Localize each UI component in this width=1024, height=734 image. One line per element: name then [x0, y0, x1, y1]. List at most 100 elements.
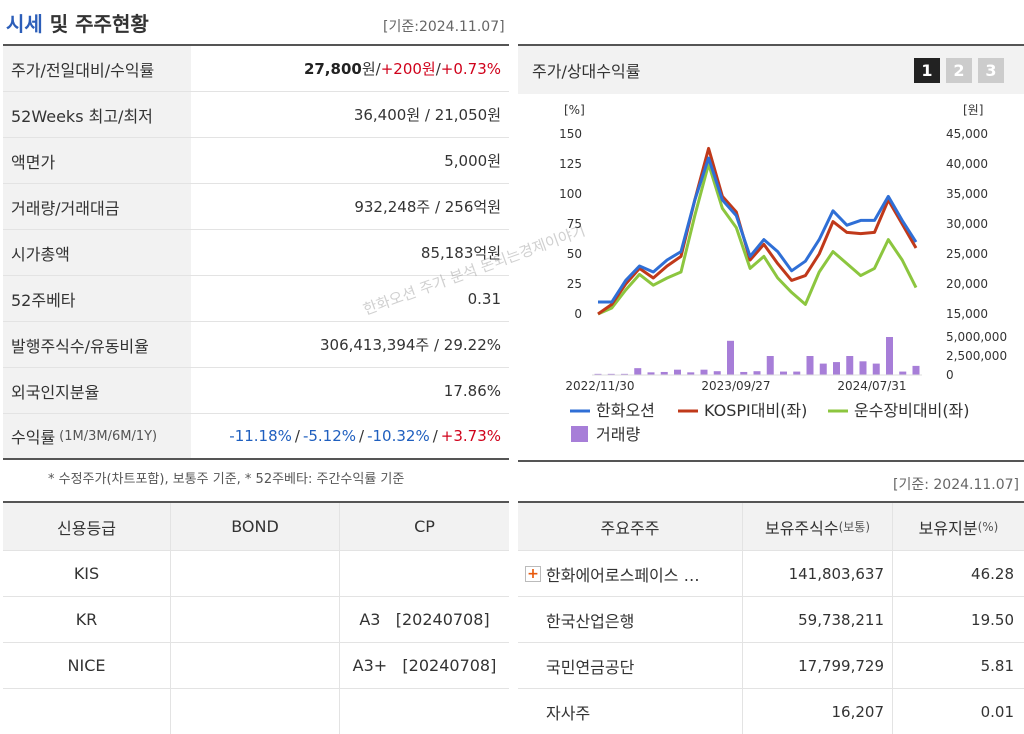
volume-bar	[634, 368, 642, 375]
row-label: 시가총액	[3, 230, 191, 275]
series-line-3	[597, 162, 918, 316]
separator: /	[432, 427, 438, 445]
agency-cell: KIS	[3, 551, 171, 596]
right-tick-label: 45,000	[946, 127, 988, 141]
col-header-pct: 보유지분 (%)	[893, 503, 1024, 550]
holder-name: 한국산업은행	[518, 597, 743, 642]
legend-label: KOSPI대비(좌)	[704, 401, 807, 420]
volume-bar	[740, 371, 748, 375]
chart-header: 주가/상대수익률 1 2 3	[518, 46, 1024, 94]
table-row: 52Weeks 최고/최저 36,400원 / 21,050원	[3, 92, 509, 138]
col-header-pct-sub: (%)	[977, 519, 999, 534]
volume-bar	[660, 371, 668, 375]
legend-label: 한화오션	[596, 401, 655, 420]
x-tick-label: 2023/09/27	[701, 379, 770, 393]
table-row: 수익률 (1M/3M/6M/1Y) -11.18% / -5.12% / -10.32% /…	[3, 414, 509, 460]
holder-cell: + 한화에어로스페이스 …	[518, 551, 743, 596]
pct-cell: 19.50	[971, 610, 1014, 629]
left-tick-label: 100	[559, 187, 582, 201]
x-tick-label: 2022/11/30	[565, 379, 634, 393]
right-tick-label: 35,000	[946, 187, 988, 201]
table-row: 외국인지분율 17.86%	[3, 368, 509, 414]
row-value: 932,248주 / 256억원	[354, 198, 501, 216]
right-tick-label: 15,000	[946, 307, 988, 321]
row-label: 외국인지분율	[3, 368, 191, 413]
table-header-row: 신용등급 BOND CP	[3, 503, 509, 551]
shares-cell: 17,799,729	[743, 643, 893, 688]
chart-tabs: 1 2 3	[914, 58, 1004, 83]
volume-bar	[687, 372, 695, 375]
table-row: 국민연금공단 17,799,729 5.81	[518, 643, 1024, 689]
volume-bar	[819, 363, 827, 375]
volume-bar	[700, 369, 708, 375]
right-tick-label: 20,000	[946, 277, 988, 291]
table-row: 한국산업은행 59,738,211 19.50	[518, 597, 1024, 643]
expand-plus-icon[interactable]: +	[525, 566, 541, 582]
volume-bar	[833, 362, 840, 375]
col-header-pct-label: 보유지분	[918, 518, 978, 538]
col-header-holder: 주요주주	[518, 503, 743, 550]
chart-panel: 주가/상대수익률 1 2 3 [%] [원] 150 125 100 75 50 25 0 45,…	[518, 44, 1024, 462]
separator: /	[375, 59, 381, 78]
col-header-shares-label: 보유주식수	[764, 518, 839, 538]
row-value: 0.31	[467, 289, 501, 308]
price-unit: 원	[361, 60, 376, 78]
series-line-2	[597, 146, 918, 316]
volume-bar	[594, 373, 602, 375]
left-tick-label: 50	[567, 247, 582, 261]
legend-swatch	[571, 426, 588, 442]
row-label: 수익률 (1M/3M/6M/1Y)	[3, 414, 191, 458]
footnote: * 수정주가(차트포함), 보통주 기준, * 52주베타: 주간수익률 기준	[48, 472, 405, 487]
volume-bar	[793, 371, 801, 375]
bond-cell	[171, 551, 340, 596]
volume-bar	[647, 372, 655, 375]
price-chart: [%] [원] 150 125 100 75 50 25 0 45,000 40,000 35,000…	[559, 103, 1007, 444]
row-value: 306,413,394주 / 29.22%	[319, 336, 501, 354]
row-label: 발행주식수/유동비율	[3, 322, 191, 367]
separator: /	[435, 59, 441, 78]
table-header-row: 주요주주 보유주식수 (보통) 보유지분 (%)	[518, 503, 1024, 551]
price-rate: +0.73%	[440, 59, 501, 78]
chart-tab-3[interactable]: 3	[978, 58, 1004, 83]
chart-tab-1[interactable]: 1	[914, 58, 940, 83]
row-value: 5,000원	[444, 152, 501, 170]
table-row	[3, 689, 509, 734]
holder-name[interactable]: 한화에어로스페이스 …	[546, 565, 700, 585]
left-tick-label: 150	[559, 127, 582, 141]
holder-name: 자사주	[518, 689, 743, 734]
col-header-shares: 보유주식수 (보통)	[743, 503, 893, 550]
left-tick-label: 0	[574, 307, 582, 321]
price-value: 27,800 원 / +200원 / +0.73%	[191, 46, 509, 91]
table-row: 거래량/거래대금 932,248주 / 256억원	[3, 184, 509, 230]
chart-tab-2[interactable]: 2	[946, 58, 972, 83]
shareholder-table: 주요주주 보유주식수 (보통) 보유지분 (%) + 한화에어로스페이스 … 141…	[518, 501, 1024, 734]
returns-value: -11.18% / -5.12% / -10.32% / +3.73%	[191, 414, 509, 458]
price-change: +200원	[380, 60, 436, 78]
table-row: 액면가 5,000원	[3, 138, 509, 184]
cp-cell	[340, 551, 509, 596]
col-header-shares-sub: (보통)	[838, 520, 871, 534]
shares-cell: 59,738,211	[743, 597, 893, 642]
base-date: [기준:2024.11.07]	[383, 19, 505, 35]
returns-sublabel: (1M/3M/6M/1Y)	[59, 428, 158, 444]
left-tick-label: 75	[567, 217, 582, 231]
agency-cell	[3, 689, 171, 734]
volume-tick-label: 5,000,000	[946, 330, 1007, 344]
table-row: KR A3 [20240708]	[3, 597, 509, 643]
bond-cell	[171, 597, 340, 642]
section-title: 시세 및 주주현황	[6, 8, 149, 37]
separator: /	[294, 427, 300, 445]
volume-bar	[859, 361, 867, 375]
right-axis-unit: [원]	[963, 103, 983, 117]
returns-label: 수익률	[11, 428, 56, 447]
table-row: KIS	[3, 551, 509, 597]
legend-label: 거래량	[596, 425, 640, 444]
left-axis-unit: [%]	[564, 103, 585, 117]
current-price: 27,800	[303, 59, 362, 78]
shareholder-base-date: [기준: 2024.11.07]	[893, 477, 1020, 493]
pct-cell: 46.28	[971, 564, 1014, 583]
volume-tick-label: 0	[946, 368, 954, 382]
volume-bar	[806, 356, 814, 375]
cp-cell: A3+ [20240708]	[352, 656, 497, 675]
section-title-highlight: 시세	[6, 12, 43, 36]
